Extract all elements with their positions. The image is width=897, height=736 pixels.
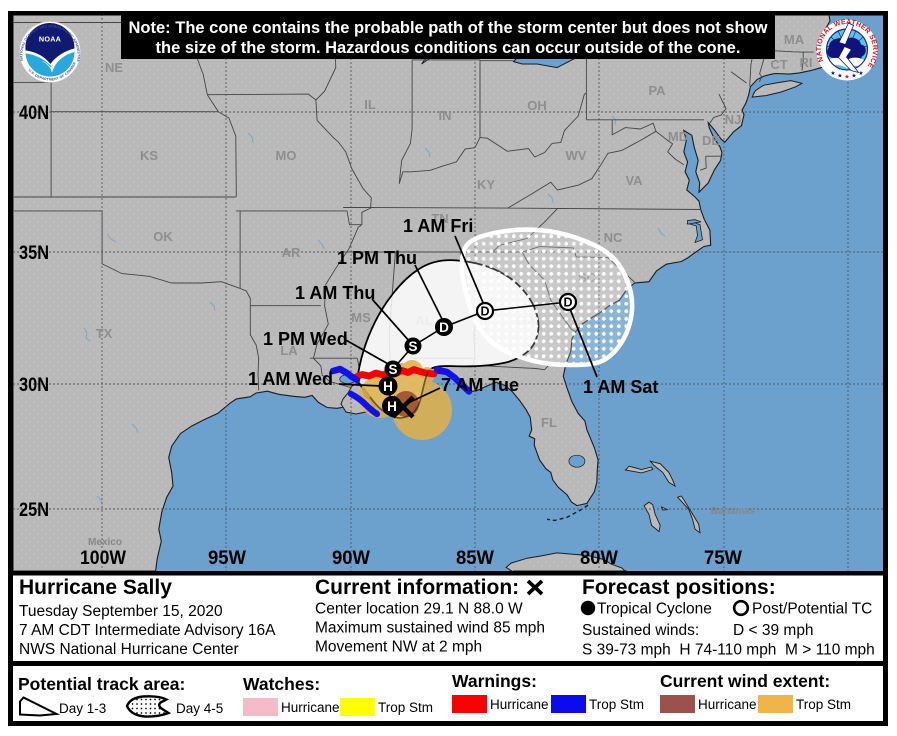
- svg-text:OK: OK: [153, 229, 173, 244]
- svg-text:MS: MS: [351, 310, 371, 325]
- svg-text:H: H: [383, 379, 393, 394]
- svg-text:1 AM Sat: 1 AM Sat: [583, 377, 658, 397]
- svg-text:Watches:: Watches:: [243, 674, 320, 694]
- svg-text:Trop Stm: Trop Stm: [796, 697, 851, 712]
- svg-text:Potential track area:: Potential track area:: [18, 674, 185, 694]
- svg-text:S: S: [408, 339, 417, 354]
- svg-text:Tuesday September 15, 2020: Tuesday September 15, 2020: [19, 603, 223, 620]
- svg-text:MD: MD: [668, 129, 688, 144]
- svg-text:7 AM CDT Intermediate Advisory: 7 AM CDT Intermediate Advisory 16A: [19, 622, 276, 639]
- svg-text:1 AM Thu: 1 AM Thu: [295, 283, 375, 303]
- svg-text:CT: CT: [770, 57, 787, 72]
- svg-text:Hurricane: Hurricane: [698, 697, 757, 712]
- svg-text:OH: OH: [527, 98, 547, 113]
- svg-text:7 AM Tue: 7 AM Tue: [441, 375, 519, 395]
- svg-text:100W: 100W: [80, 548, 126, 569]
- svg-text:80W: 80W: [580, 548, 618, 569]
- svg-text:Current information:: Current information:: [315, 576, 519, 599]
- svg-text:Hurricane: Hurricane: [281, 700, 340, 715]
- svg-text:D < 39 mph: D < 39 mph: [733, 622, 814, 639]
- svg-text:Warnings:: Warnings:: [452, 671, 537, 691]
- svg-text:FL: FL: [541, 415, 557, 430]
- svg-text:LA: LA: [280, 343, 298, 358]
- svg-text:RI: RI: [800, 55, 813, 70]
- svg-text:PA: PA: [648, 83, 666, 98]
- svg-text:NJ: NJ: [725, 112, 742, 127]
- svg-text:★: ★: [830, 70, 835, 77]
- svg-text:95W: 95W: [208, 548, 246, 569]
- svg-text:★: ★: [858, 70, 863, 77]
- svg-text:MO: MO: [276, 148, 297, 163]
- svg-text:KY: KY: [477, 177, 495, 192]
- svg-text:Center location 29.1 N 88.0 W: Center location 29.1 N 88.0 W: [315, 601, 523, 618]
- svg-text:WV: WV: [566, 148, 587, 163]
- svg-text:Mexico: Mexico: [88, 537, 122, 548]
- svg-text:Day 4-5: Day 4-5: [176, 701, 223, 716]
- svg-text:Tropical Cyclone: Tropical Cyclone: [597, 601, 712, 618]
- svg-text:Forecast positions:: Forecast positions:: [582, 576, 776, 599]
- svg-text:NOAA: NOAA: [39, 35, 61, 44]
- svg-text:S: S: [388, 362, 397, 377]
- svg-text:D: D: [563, 295, 572, 309]
- svg-text:NC: NC: [604, 230, 623, 245]
- svg-text:30N: 30N: [19, 375, 49, 396]
- svg-text:★: ★: [851, 73, 856, 80]
- svg-text:★: ★: [837, 73, 842, 80]
- svg-text:D: D: [439, 320, 449, 335]
- svg-text:1 PM Thu: 1 PM Thu: [337, 248, 417, 268]
- svg-text:NWS National Hurricane Center: NWS National Hurricane Center: [19, 641, 239, 658]
- svg-text:AR: AR: [282, 245, 301, 260]
- svg-text:85W: 85W: [456, 548, 494, 569]
- svg-text:MA: MA: [784, 32, 805, 47]
- svg-text:Current wind extent:: Current wind extent:: [660, 671, 830, 691]
- svg-text:Maximum sustained wind 85 mph: Maximum sustained wind 85 mph: [315, 620, 545, 637]
- svg-text:TX: TX: [96, 326, 113, 341]
- svg-text:Movement NW at 2 mph: Movement NW at 2 mph: [315, 639, 482, 656]
- svg-text:S 39-73 mph H 74-110 mph M >: S 39-73 mph H 74-110 mph M > 110 mph: [582, 642, 875, 659]
- svg-text:IL: IL: [364, 97, 376, 112]
- svg-text:Hurricane Sally: Hurricane Sally: [19, 576, 172, 599]
- svg-text:DE: DE: [702, 133, 720, 148]
- svg-text:Trop Stm: Trop Stm: [589, 697, 644, 712]
- svg-text:TN: TN: [431, 211, 448, 226]
- svg-text:NE: NE: [105, 60, 123, 75]
- svg-text:40N: 40N: [19, 103, 49, 124]
- svg-text:the size of the storm. Hazardo: the size of the storm. Hazardous conditi…: [156, 39, 741, 57]
- svg-text:Trop Stm: Trop Stm: [378, 700, 433, 715]
- svg-text:D: D: [480, 304, 489, 318]
- svg-text:VA: VA: [625, 173, 643, 188]
- svg-text:Post/Potential TC: Post/Potential TC: [752, 601, 872, 618]
- svg-text:Hurricane: Hurricane: [490, 697, 549, 712]
- svg-text:KS: KS: [140, 148, 158, 163]
- svg-text:1 AM Fri: 1 AM Fri: [403, 216, 473, 236]
- svg-text:90W: 90W: [332, 548, 370, 569]
- svg-text:Sustained winds:: Sustained winds:: [582, 622, 699, 639]
- svg-text:Note: The cone contains the pr: Note: The cone contains the probable pat…: [129, 19, 768, 37]
- svg-text:35N: 35N: [19, 243, 49, 264]
- svg-text:H: H: [387, 399, 397, 414]
- svg-text:IN: IN: [439, 108, 452, 123]
- svg-text:1 PM Wed: 1 PM Wed: [263, 329, 348, 349]
- svg-text:★: ★: [844, 74, 849, 81]
- svg-text:Bahamas: Bahamas: [711, 506, 756, 517]
- svg-text:75W: 75W: [704, 548, 742, 569]
- svg-text:Day 1-3: Day 1-3: [59, 701, 106, 716]
- svg-text:1 AM Wed: 1 AM Wed: [248, 369, 333, 389]
- svg-text:25N: 25N: [19, 500, 49, 521]
